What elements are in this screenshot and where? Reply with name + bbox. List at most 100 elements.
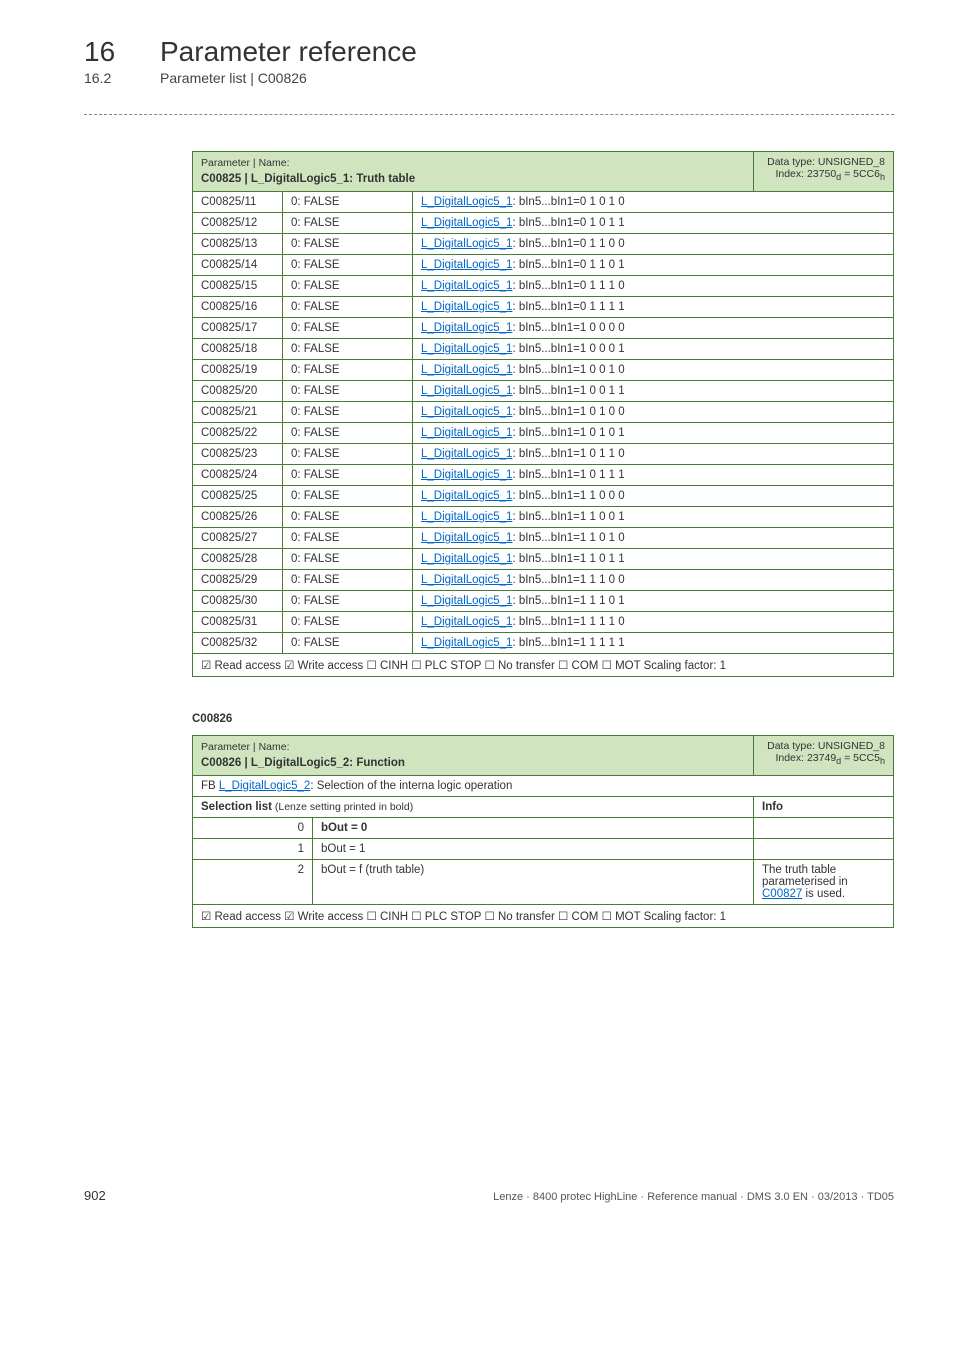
param-link-cell: L_DigitalLogic5_1: bIn5...bIn1=1 1 0 1 0 xyxy=(413,528,894,549)
param-code: C00825/16 xyxy=(193,297,283,318)
param-link-cell: L_DigitalLogic5_1: bIn5...bIn1=1 1 1 0 1 xyxy=(413,591,894,612)
table-footer: ☑ Read access ☑ Write access ☐ CINH ☐ PL… xyxy=(193,905,894,928)
param-value: 0: FALSE xyxy=(283,276,413,297)
param-value: 0: FALSE xyxy=(283,612,413,633)
table-row: C00825/210: FALSEL_DigitalLogic5_1: bIn5… xyxy=(193,402,894,423)
logic-link[interactable]: L_DigitalLogic5_1 xyxy=(421,238,512,250)
logic-link[interactable]: L_DigitalLogic5_1 xyxy=(421,217,512,229)
logic-suffix: : bIn5...bIn1=1 0 0 0 0 xyxy=(512,322,624,334)
logic-suffix: : bIn5...bIn1=1 0 1 1 0 xyxy=(512,448,624,460)
param-code: C00825/11 xyxy=(193,192,283,213)
logic-link[interactable]: L_DigitalLogic5_1 xyxy=(421,364,512,376)
truth-table: Parameter | Name: C00825 | L_DigitalLogi… xyxy=(192,151,894,677)
section-number: 16.2 xyxy=(84,70,132,86)
param-name-value: C00825 | L_DigitalLogic5_1: Truth table xyxy=(201,173,415,185)
param-code: C00825/32 xyxy=(193,633,283,654)
param-value: 0: FALSE xyxy=(283,297,413,318)
param-code: C00825/12 xyxy=(193,213,283,234)
logic-suffix: : bIn5...bIn1=1 0 1 0 1 xyxy=(512,427,624,439)
table-header-left: Parameter | Name: C00826 | L_DigitalLogi… xyxy=(193,736,754,776)
info-link[interactable]: C00827 xyxy=(762,888,802,900)
param-link-cell: L_DigitalLogic5_1: bIn5...bIn1=0 1 1 0 0 xyxy=(413,234,894,255)
table-row: C00825/120: FALSE L_DigitalLogic5_1: bIn5… xyxy=(193,213,894,234)
index-part-b: = 5CC6 xyxy=(841,168,880,180)
table-row: C00825/150: FALSEL_DigitalLogic5_1: bIn5… xyxy=(193,276,894,297)
param-link-cell: L_DigitalLogic5_1: bIn5...bIn1=0 1 0 1 0 xyxy=(413,192,894,213)
info-header: Info xyxy=(754,797,894,818)
logic-link[interactable]: L_DigitalLogic5_1 xyxy=(421,448,512,460)
logic-link[interactable]: L_DigitalLogic5_1 xyxy=(421,196,512,208)
logic-link[interactable]: L_DigitalLogic5_1 xyxy=(421,490,512,502)
logic-link[interactable]: L_DigitalLogic5_1 xyxy=(421,532,512,544)
logic-suffix: : bIn5...bIn1=0 1 1 0 0 xyxy=(512,238,624,250)
table-row: C00825/190: FALSEL_DigitalLogic5_1: bIn5… xyxy=(193,360,894,381)
param-value: 0: FALSE xyxy=(283,528,413,549)
param-value: 0: FALSE xyxy=(283,213,413,234)
param-value: 0: FALSE xyxy=(283,549,413,570)
logic-suffix: : bIn5...bIn1=0 1 0 1 1 xyxy=(512,217,624,229)
table-footer-row: ☑ Read access ☑ Write access ☐ CINH ☐ PL… xyxy=(193,654,894,677)
param-code: C00825/21 xyxy=(193,402,283,423)
param-link-cell: L_DigitalLogic5_1: bIn5...bIn1=1 1 1 0 0 xyxy=(413,570,894,591)
page-number: 902 xyxy=(84,1188,106,1203)
table-row: C00825/270: FALSEL_DigitalLogic5_1: bIn5… xyxy=(193,528,894,549)
param-code: C00825/18 xyxy=(193,339,283,360)
logic-link[interactable]: L_DigitalLogic5_1 xyxy=(421,595,512,607)
logic-link[interactable]: L_DigitalLogic5_1 xyxy=(421,511,512,523)
logic-suffix: : bIn5...bIn1=1 1 1 0 0 xyxy=(512,574,624,586)
param-link-cell: L_DigitalLogic5_1: bIn5...bIn1=1 0 0 1 0 xyxy=(413,360,894,381)
logic-link[interactable]: L_DigitalLogic5_1 xyxy=(421,406,512,418)
logic-link[interactable]: L_DigitalLogic5_1 xyxy=(421,616,512,628)
logic-link[interactable]: L_DigitalLogic5_1 xyxy=(421,427,512,439)
param-value: 0: FALSE xyxy=(283,444,413,465)
logic-suffix: : bIn5...bIn1=1 1 0 0 0 xyxy=(512,490,624,502)
chapter-number: 16 xyxy=(84,36,132,68)
param-code: C00825/31 xyxy=(193,612,283,633)
fb-description: FB L_DigitalLogic5_2: Selection of the i… xyxy=(193,776,894,797)
param-link-cell: L_DigitalLogic5_1: bIn5...bIn1=1 0 1 1 1 xyxy=(413,465,894,486)
logic-suffix: : bIn5...bIn1=1 1 1 1 0 xyxy=(512,616,624,628)
param-link-cell: L_DigitalLogic5_1: bIn5...bIn1=1 0 0 1 1 xyxy=(413,381,894,402)
fb-link[interactable]: L_DigitalLogic5_2 xyxy=(219,780,310,792)
table-row: 1bOut = 1 xyxy=(193,839,894,860)
footer-info: Lenze · 8400 protec HighLine · Reference… xyxy=(493,1191,894,1203)
selection-label: Selection list xyxy=(201,801,272,813)
param-link-cell: L_DigitalLogic5_1: bIn5...bIn1=1 0 1 0 0 xyxy=(413,402,894,423)
param-value: 0: FALSE xyxy=(283,507,413,528)
logic-link[interactable]: L_DigitalLogic5_1 xyxy=(421,385,512,397)
option-number: 2 xyxy=(193,860,313,905)
param-value: 0: FALSE xyxy=(283,423,413,444)
table-row: 0bOut = 0 xyxy=(193,818,894,839)
option-info xyxy=(754,839,894,860)
logic-suffix: : bIn5...bIn1=1 1 0 0 1 xyxy=(512,511,624,523)
param-value: 0: FALSE xyxy=(283,570,413,591)
logic-link[interactable]: L_DigitalLogic5_1 xyxy=(421,469,512,481)
chapter-header: 16 Parameter reference xyxy=(84,36,894,68)
table-row: C00825/170: FALSEL_DigitalLogic5_1: bIn5… xyxy=(193,318,894,339)
param-link-cell: L_DigitalLogic5_1: bIn5...bIn1=1 0 0 0 0 xyxy=(413,318,894,339)
table-row: 2bOut = f (truth table)The truth table p… xyxy=(193,860,894,905)
logic-link[interactable]: L_DigitalLogic5_1 xyxy=(421,637,512,649)
logic-link[interactable]: L_DigitalLogic5_1 xyxy=(421,301,512,313)
logic-link[interactable]: L_DigitalLogic5_1 xyxy=(421,574,512,586)
option-info: The truth table parameterised in C00827 … xyxy=(754,860,894,905)
logic-suffix: : bIn5...bIn1=1 0 1 0 0 xyxy=(512,406,624,418)
logic-link[interactable]: L_DigitalLogic5_1 xyxy=(421,343,512,355)
divider xyxy=(84,114,894,115)
param-value: 0: FALSE xyxy=(283,591,413,612)
subscript-h: h xyxy=(880,756,885,766)
logic-link[interactable]: L_DigitalLogic5_1 xyxy=(421,553,512,565)
table-header-right: Data type: UNSIGNED_8 Index: 23750d = 5C… xyxy=(754,152,894,192)
param-link-cell: L_DigitalLogic5_1: bIn5...bIn1=1 0 1 1 0 xyxy=(413,444,894,465)
logic-link[interactable]: L_DigitalLogic5_1 xyxy=(421,259,512,271)
param-code: C00825/24 xyxy=(193,465,283,486)
chapter-title: Parameter reference xyxy=(160,36,417,68)
param-link-cell: L_DigitalLogic5_1: bIn5...bIn1=1 0 0 0 1 xyxy=(413,339,894,360)
logic-link[interactable]: L_DigitalLogic5_1 xyxy=(421,322,512,334)
param-link-cell: L_DigitalLogic5_1: bIn5...bIn1=1 1 1 1 1 xyxy=(413,633,894,654)
logic-link[interactable]: L_DigitalLogic5_1 xyxy=(421,280,512,292)
table-row: C00825/110: FALSEL_DigitalLogic5_1: bIn5… xyxy=(193,192,894,213)
index-part-a: Index: 23749 xyxy=(775,752,836,764)
table-row: C00825/160: FALSEL_DigitalLogic5_1: bIn5… xyxy=(193,297,894,318)
logic-suffix: : bIn5...bIn1=1 1 0 1 0 xyxy=(512,532,624,544)
